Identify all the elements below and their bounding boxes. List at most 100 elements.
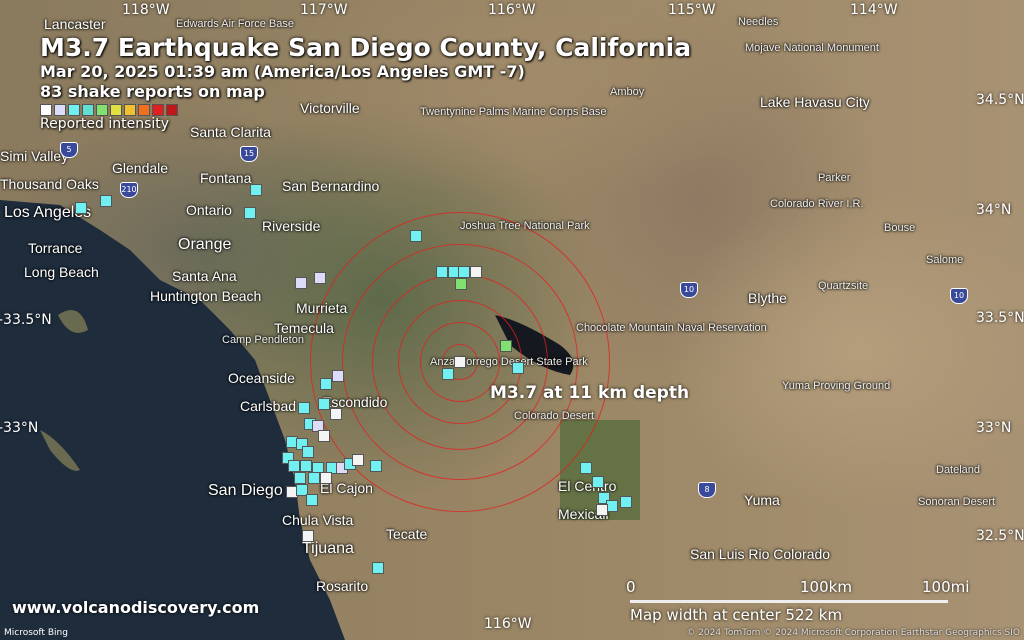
- place-label: Joshua Tree National Park: [460, 220, 590, 232]
- place-label: Glendale: [112, 160, 169, 176]
- shake-report-marker[interactable]: [244, 207, 256, 219]
- place-label: Tijuana: [302, 540, 354, 557]
- place-label: Thousand Oaks: [0, 176, 99, 192]
- place-label: Carlsbad: [240, 398, 297, 414]
- shake-report-marker[interactable]: [330, 408, 342, 420]
- shake-report-marker[interactable]: [620, 496, 632, 508]
- place-label: Mojave National Monument: [745, 42, 879, 54]
- highway-10-shield: 10: [950, 288, 968, 304]
- shake-report-marker[interactable]: [302, 530, 314, 542]
- place-label: Temecula: [274, 320, 334, 336]
- bing-logo: Microsoft Bing: [4, 628, 68, 638]
- highway-15-shield: 15: [240, 146, 258, 162]
- shake-report-marker[interactable]: [308, 472, 320, 484]
- scale-line: [630, 600, 948, 603]
- place-label: Simi Valley: [0, 148, 69, 164]
- shake-report-marker[interactable]: [436, 266, 448, 278]
- legend-swatch: [82, 104, 94, 116]
- shake-report-marker[interactable]: [370, 460, 382, 472]
- scale-bar: 0 100km 100mi Map width at center 522 km: [624, 578, 969, 628]
- graticule-label: -33.5°N: [0, 312, 52, 328]
- attribution: © 2024 TomTom © 2024 Microsoft Corporati…: [686, 628, 1020, 638]
- highway-10-shield: 10: [680, 282, 698, 298]
- shake-report-marker[interactable]: [296, 484, 308, 496]
- scale-mi: 100mi: [922, 578, 970, 596]
- place-label: Blythe: [748, 290, 787, 306]
- place-label: Dateland: [936, 464, 981, 476]
- shake-report-marker[interactable]: [302, 446, 314, 458]
- shake-report-marker[interactable]: [458, 266, 470, 278]
- legend-swatch: [152, 104, 164, 116]
- shake-report-marker[interactable]: [332, 370, 344, 382]
- shake-report-marker[interactable]: [298, 402, 310, 414]
- shake-report-marker[interactable]: [352, 454, 364, 466]
- shake-report-marker[interactable]: [592, 476, 604, 488]
- place-label: El Cajon: [320, 480, 373, 496]
- shake-report-marker[interactable]: [288, 460, 300, 472]
- place-label: Lake Havasu City: [760, 94, 870, 110]
- intensity-legend: [40, 104, 691, 116]
- shake-report-marker[interactable]: [294, 472, 306, 484]
- shake-report-marker[interactable]: [512, 362, 524, 374]
- shake-report-marker[interactable]: [320, 378, 332, 390]
- shake-report-marker[interactable]: [318, 430, 330, 442]
- legend-swatch: [124, 104, 136, 116]
- website-link[interactable]: www.volcanodiscovery.com: [12, 598, 260, 617]
- latitude-label: 33°N: [976, 420, 1012, 436]
- shake-report-marker[interactable]: [100, 195, 112, 207]
- place-label: Needles: [738, 16, 779, 28]
- legend-swatch: [166, 104, 178, 116]
- shake-report-marker[interactable]: [295, 277, 307, 289]
- shake-report-marker[interactable]: [300, 460, 312, 472]
- place-label: Sonoran Desert: [918, 496, 996, 508]
- shake-report-marker[interactable]: [596, 504, 608, 516]
- shake-report-marker[interactable]: [250, 184, 262, 196]
- shake-report-marker[interactable]: [314, 272, 326, 284]
- shake-report-marker[interactable]: [318, 398, 330, 410]
- place-label: Chocolate Mountain Naval Reservation: [576, 322, 767, 334]
- shake-report-marker[interactable]: [410, 230, 422, 242]
- latitude-label: 34°N: [976, 202, 1012, 218]
- shake-report-marker[interactable]: [306, 494, 318, 506]
- legend-label: Reported intensity: [40, 116, 170, 132]
- shake-report-marker[interactable]: [320, 472, 332, 484]
- longitude-label: 115°W: [668, 2, 716, 18]
- latitude-label: 34.5°N: [976, 92, 1024, 108]
- scale-zero: 0: [626, 578, 636, 596]
- place-label: Fontana: [200, 170, 252, 186]
- place-label: Colorado Desert: [514, 410, 595, 422]
- title-block: M3.7 Earthquake San Diego County, Califo…: [40, 34, 691, 132]
- place-label: Riverside: [262, 218, 321, 234]
- legend-swatch: [110, 104, 122, 116]
- headline: M3.7 Earthquake San Diego County, Califo…: [40, 33, 692, 62]
- place-label: Santa Clarita: [190, 124, 271, 140]
- shake-report-marker[interactable]: [454, 356, 466, 368]
- place-label: San Bernardino: [282, 178, 380, 194]
- place-label: Santa Ana: [172, 268, 237, 284]
- place-label: Long Beach: [24, 264, 99, 280]
- shake-report-marker[interactable]: [372, 562, 384, 574]
- shake-report-marker[interactable]: [580, 462, 592, 474]
- place-label: San Luis Rio Colorado: [690, 546, 831, 562]
- place-label: Edwards Air Force Base: [176, 18, 294, 30]
- shake-report-marker[interactable]: [442, 368, 454, 380]
- place-label: Parker: [818, 172, 851, 184]
- place-label: Bouse: [884, 222, 916, 234]
- shake-report-marker[interactable]: [75, 202, 87, 214]
- epicenter-label: M3.7 at 11 km depth: [490, 383, 690, 403]
- intensity-ring: [310, 212, 610, 512]
- place-label: Murrieta: [296, 300, 348, 316]
- shake-report-marker[interactable]: [470, 266, 482, 278]
- shake-report-marker[interactable]: [500, 340, 512, 352]
- legend-swatch: [138, 104, 150, 116]
- latitude-label: 33.5°N: [976, 310, 1024, 326]
- place-label: Torrance: [28, 240, 83, 256]
- shake-report-marker[interactable]: [455, 278, 467, 290]
- longitude-label: 116°W: [488, 2, 536, 18]
- place-label: Chula Vista: [282, 512, 354, 528]
- place-label: Amboy: [610, 86, 645, 98]
- place-label: Mexicali: [558, 506, 609, 522]
- legend-swatch: [40, 104, 52, 116]
- place-label: Orange: [178, 236, 232, 253]
